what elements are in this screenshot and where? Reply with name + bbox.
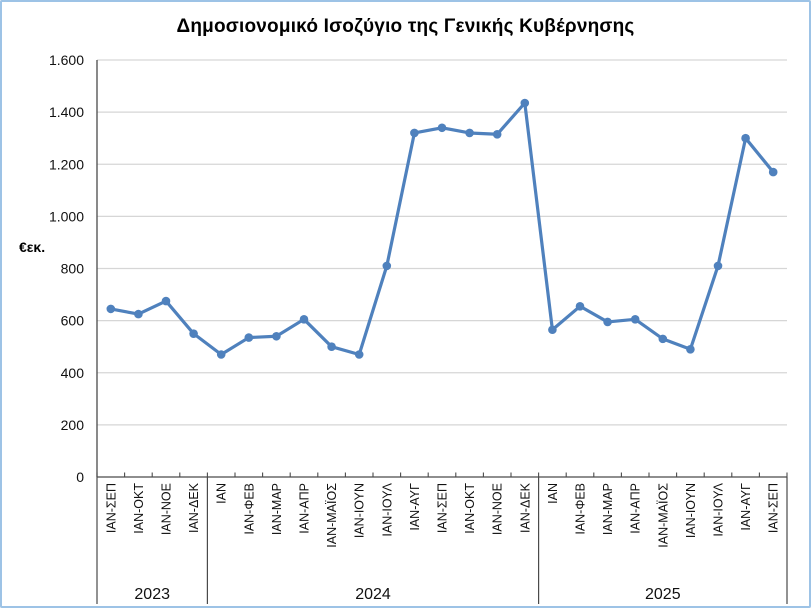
data-point-marker	[686, 344, 695, 354]
x-category-label: ΙΑΝ-ΟΚΤ	[463, 483, 477, 534]
data-point-marker	[354, 350, 364, 359]
data-point-marker	[603, 317, 612, 327]
x-category-label: ΙΑΝ-ΑΠΡ	[629, 483, 643, 534]
year-label: 2025	[645, 586, 681, 603]
x-category-label: ΙΑΝ-ΙΟΥΝ	[353, 483, 367, 538]
data-point-marker	[189, 329, 198, 338]
data-point-marker	[299, 315, 309, 324]
data-point-marker	[134, 309, 143, 319]
data-point-marker	[520, 98, 530, 108]
x-category-label: ΙΑΝ-ΙΟΥΛ	[380, 482, 394, 536]
year-label: 2023	[134, 586, 170, 603]
y-tick-label: 600	[61, 313, 85, 329]
data-point-marker	[437, 123, 447, 133]
y-tick-label: 0	[76, 469, 84, 485]
x-category-label: ΙΑΝ-ΜΑΡ	[601, 483, 615, 535]
year-label: 2024	[355, 586, 391, 603]
x-category-label: ΙΑΝ-ΣΕΠ	[104, 483, 118, 533]
data-point-marker	[630, 315, 640, 324]
y-tick-label: 1.200	[49, 156, 84, 172]
x-category-label: ΙΑΝ	[215, 483, 229, 504]
data-point-marker	[658, 334, 668, 344]
data-point-marker	[741, 133, 750, 143]
x-category-label: ΙΑΝ-ΝΟΕ	[160, 483, 174, 535]
x-category-label: ΙΑΝ-ΦΕΒ	[242, 483, 256, 535]
x-category-label: ΙΑΝ-ΑΥΓ	[739, 483, 753, 531]
data-point-marker	[161, 296, 171, 306]
x-category-label: ΙΑΝ-ΙΟΥΝ	[684, 483, 698, 538]
x-category-label: ΙΑΝ-ΣΕΠ	[767, 483, 781, 533]
chart-title: Δημοσιονομικό Ισοζύγιο της Γενικής Κυβέρ…	[176, 16, 635, 37]
x-category-label: ΙΑΝ-ΔΕΚ	[518, 482, 532, 533]
y-tick-label: 200	[61, 417, 85, 433]
data-point-marker	[410, 128, 419, 138]
data-point-marker	[272, 331, 281, 341]
data-series-line	[109, 101, 775, 357]
x-category-label: ΙΑΝ-ΟΚΤ	[132, 483, 146, 534]
y-tick-label: 1.600	[49, 52, 84, 68]
x-category-label: ΙΑΝ-ΜΑΪΟΣ	[325, 483, 339, 548]
x-category-label: ΙΑΝ-ΝΟΕ	[491, 483, 505, 535]
x-category-label: ΙΑΝ-ΑΠΡ	[298, 483, 312, 534]
x-category-label: ΙΑΝ-ΣΕΠ	[436, 483, 450, 533]
x-category-label: ΙΑΝ-ΜΑΪΟΣ	[656, 483, 670, 548]
data-point-marker	[713, 261, 723, 271]
x-category-label: ΙΑΝ-ΔΕΚ	[187, 482, 201, 533]
data-point-marker	[327, 342, 336, 351]
x-category-label: ΙΑΝ-ΑΥΓ	[408, 483, 422, 531]
x-category-label: ΙΑΝ-ΙΟΥΛ	[712, 482, 726, 536]
data-point-marker	[106, 304, 116, 314]
x-category-label: ΙΑΝ-ΜΑΡ	[270, 483, 284, 535]
y-tick-label: 1.400	[49, 104, 84, 120]
data-point-marker	[768, 167, 778, 177]
data-point-marker	[465, 128, 474, 138]
y-tick-label: 800	[61, 261, 85, 277]
data-point-marker	[492, 129, 502, 139]
data-point-marker	[548, 325, 557, 335]
data-point-marker	[244, 333, 254, 342]
y-tick-label: 1.000	[49, 208, 84, 224]
y-tick-label: 400	[61, 365, 85, 381]
data-point-marker	[216, 350, 226, 359]
x-category-label: ΙΑΝ	[546, 483, 560, 504]
data-point-marker	[382, 261, 392, 271]
x-category-label: ΙΑΝ-ΦΕΒ	[574, 483, 588, 535]
data-point-marker	[575, 301, 585, 311]
y-axis-title: €εκ.	[19, 239, 46, 255]
